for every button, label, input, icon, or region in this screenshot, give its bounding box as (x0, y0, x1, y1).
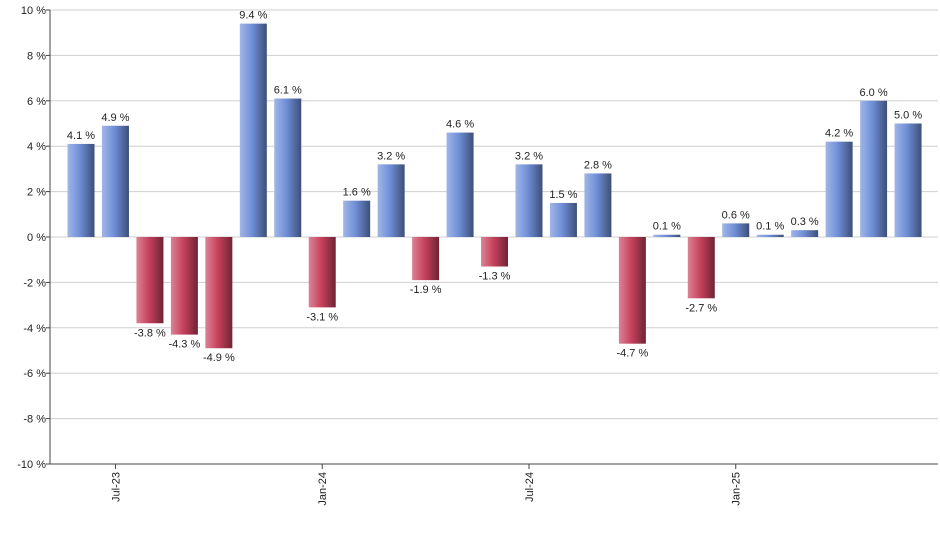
bar (791, 230, 819, 237)
bar (481, 237, 509, 267)
bar (101, 125, 129, 237)
y-tick-label: 8 % (27, 50, 46, 62)
bar (136, 237, 164, 324)
bar (860, 100, 888, 237)
value-label: -1.3 % (479, 271, 511, 283)
value-label: 0.1 % (653, 221, 681, 233)
value-label: 1.5 % (549, 189, 577, 201)
x-tick-label: Jul-24 (524, 472, 536, 502)
value-label: 9.4 % (239, 10, 267, 22)
value-label: -4.9 % (203, 352, 235, 364)
bar (653, 234, 681, 237)
y-tick-label: -8 % (23, 414, 46, 426)
bar (274, 98, 302, 237)
value-label: 3.2 % (515, 150, 543, 162)
value-label: -4.3 % (168, 339, 200, 351)
bar (239, 23, 267, 238)
bar (549, 202, 577, 237)
value-label: 4.1 % (67, 130, 95, 142)
y-tick-label: 4 % (27, 141, 46, 153)
bar (377, 164, 405, 237)
y-tick-label: -2 % (23, 277, 46, 289)
value-label: 3.2 % (377, 150, 405, 162)
value-label: 0.6 % (722, 209, 750, 221)
y-tick-label: 6 % (27, 96, 46, 108)
bar (67, 143, 95, 237)
bar (170, 237, 198, 335)
bar (205, 237, 233, 349)
value-label: -1.9 % (410, 284, 442, 296)
value-label: 4.2 % (825, 128, 853, 140)
value-label: 4.9 % (101, 112, 129, 124)
bar (412, 237, 440, 281)
value-label: -3.1 % (306, 311, 338, 323)
bar (308, 237, 336, 308)
x-tick-label: Jan-24 (317, 472, 329, 506)
bar (722, 223, 750, 237)
value-label: 1.6 % (343, 187, 371, 199)
value-label: 4.6 % (446, 119, 474, 131)
value-label: 5.0 % (894, 110, 922, 122)
value-label: 2.8 % (584, 159, 612, 171)
value-label: -2.7 % (685, 302, 717, 314)
bar (584, 173, 612, 237)
bar (343, 200, 371, 237)
y-tick-label: 2 % (27, 187, 46, 199)
bar (756, 234, 784, 237)
bar (894, 123, 922, 237)
x-tick-label: Jan-25 (731, 472, 743, 506)
y-tick-label: -4 % (23, 323, 46, 335)
value-label: 6.0 % (860, 87, 888, 99)
value-label: -4.7 % (616, 348, 648, 360)
bar (446, 132, 474, 237)
bar (618, 237, 646, 344)
x-tick-label: Jul-23 (110, 472, 122, 502)
y-tick-label: 0 % (27, 232, 46, 244)
value-label: 6.1 % (274, 85, 302, 97)
value-label: 0.3 % (791, 216, 819, 228)
bar (825, 141, 853, 237)
y-tick-label: -6 % (23, 368, 46, 380)
y-tick-label: -10 % (17, 459, 46, 471)
bar (687, 237, 715, 299)
bar (515, 164, 543, 237)
value-label: -3.8 % (134, 327, 166, 339)
y-tick-label: 10 % (21, 5, 46, 17)
value-label: 0.1 % (756, 221, 784, 233)
